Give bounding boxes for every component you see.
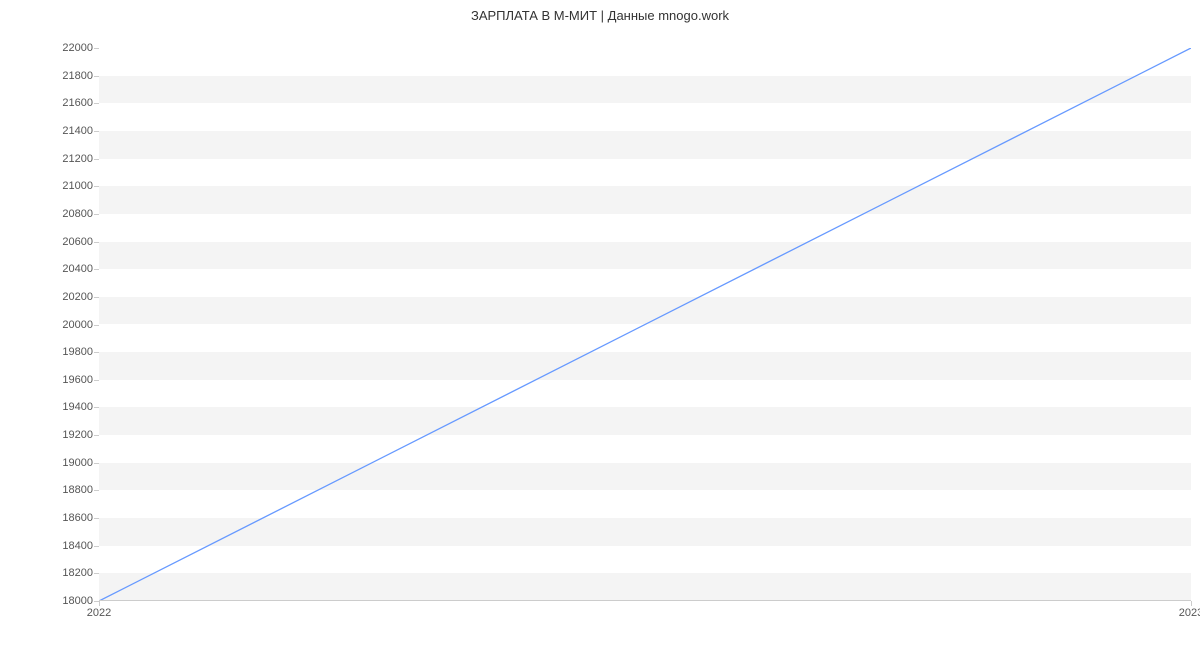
y-tick-mark [94, 269, 99, 270]
y-tick-mark [94, 407, 99, 408]
y-tick-label: 20400 [62, 263, 93, 275]
y-tick-mark [94, 159, 99, 160]
y-tick-label: 18800 [62, 484, 93, 496]
x-axis-line [99, 600, 1191, 601]
x-tick-label: 2023 [1179, 607, 1200, 619]
y-tick-mark [94, 490, 99, 491]
salary-line-chart: ЗАРПЛАТА В М-МИТ | Данные mnogo.work 180… [0, 0, 1200, 650]
y-tick-label: 18000 [62, 595, 93, 607]
plot-area: 1800018200184001860018800190001920019400… [99, 48, 1191, 601]
y-tick-mark [94, 325, 99, 326]
x-tick-mark [1191, 601, 1192, 606]
y-tick-label: 18600 [62, 512, 93, 524]
x-tick-mark [99, 601, 100, 606]
y-tick-mark [94, 573, 99, 574]
line-series [99, 48, 1191, 601]
y-tick-label: 19000 [62, 457, 93, 469]
y-tick-mark [94, 242, 99, 243]
y-tick-mark [94, 103, 99, 104]
x-tick-label: 2022 [87, 607, 111, 619]
y-tick-label: 20800 [62, 208, 93, 220]
y-tick-mark [94, 463, 99, 464]
y-tick-label: 19600 [62, 374, 93, 386]
y-tick-label: 21200 [62, 153, 93, 165]
y-tick-label: 18400 [62, 540, 93, 552]
y-tick-label: 18200 [62, 567, 93, 579]
series-line [99, 48, 1191, 601]
y-tick-label: 20000 [62, 319, 93, 331]
y-tick-mark [94, 352, 99, 353]
y-tick-label: 19800 [62, 346, 93, 358]
y-tick-mark [94, 518, 99, 519]
y-tick-label: 19400 [62, 401, 93, 413]
y-tick-mark [94, 546, 99, 547]
chart-title: ЗАРПЛАТА В М-МИТ | Данные mnogo.work [0, 8, 1200, 23]
y-tick-label: 22000 [62, 42, 93, 54]
y-tick-label: 19200 [62, 429, 93, 441]
y-tick-mark [94, 214, 99, 215]
y-tick-mark [94, 186, 99, 187]
y-tick-label: 21000 [62, 180, 93, 192]
y-tick-label: 20200 [62, 291, 93, 303]
y-tick-label: 21800 [62, 70, 93, 82]
y-tick-mark [94, 380, 99, 381]
y-tick-label: 20600 [62, 236, 93, 248]
y-tick-mark [94, 297, 99, 298]
y-tick-mark [94, 48, 99, 49]
y-tick-mark [94, 435, 99, 436]
y-tick-label: 21600 [62, 97, 93, 109]
y-tick-label: 21400 [62, 125, 93, 137]
y-tick-mark [94, 76, 99, 77]
y-tick-mark [94, 131, 99, 132]
